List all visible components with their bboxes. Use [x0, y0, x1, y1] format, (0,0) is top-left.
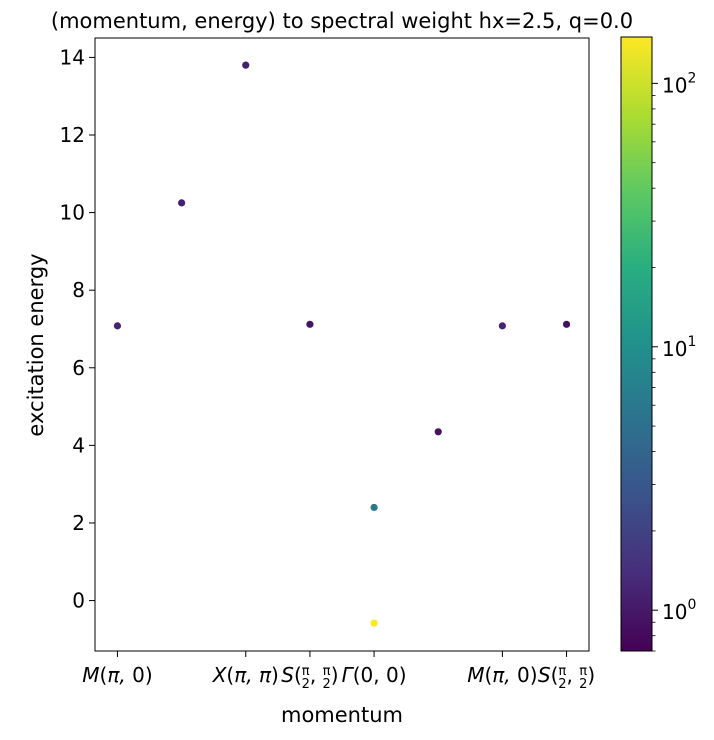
y-tick-label: 0 — [72, 589, 85, 613]
colorbar — [620, 36, 653, 652]
colorbar-tick-label: 101 — [662, 334, 696, 361]
y-tick-label: 8 — [72, 278, 85, 302]
x-tick-label: M(π, 0) — [467, 663, 537, 687]
x-tick-label: S(π 2, π 2) — [281, 663, 338, 692]
y-tick-label: 10 — [60, 201, 85, 225]
scatter-point — [498, 322, 506, 330]
y-tick-label: 14 — [60, 45, 85, 69]
x-tick-label: S(π 2, π 2) — [538, 663, 595, 692]
colorbar-axis: 100 101 102 — [652, 70, 696, 652]
y-tick-label: 12 — [60, 123, 85, 147]
y-axis-label: excitation energy — [24, 253, 48, 436]
y-tick-label: 6 — [72, 356, 85, 380]
chart-title: (momentum, energy) to spectral weight hx… — [51, 9, 633, 33]
y-tick-label: 2 — [72, 511, 85, 535]
scatter-point — [434, 428, 442, 436]
scatter-points — [113, 61, 571, 627]
x-axis: M(π, 0) X(π, π) S(π 2, π 2) Γ(0, 0) M(π, 0) S(π… — [82, 651, 595, 692]
scatter-point — [370, 503, 378, 512]
x-axis-label: momentum — [281, 703, 403, 727]
colorbar-tick-label: 102 — [662, 70, 696, 97]
colorbar-tick-label: 100 — [662, 597, 696, 624]
plot-frame — [94, 37, 590, 652]
scatter-point — [370, 619, 378, 627]
scatter-point — [242, 61, 250, 69]
scatter-point — [178, 199, 186, 207]
x-tick-label: Γ(0, 0) — [342, 663, 407, 687]
x-tick-label: M(π, 0) — [82, 663, 152, 687]
y-tick-label: 4 — [72, 433, 85, 457]
scatter-point — [113, 322, 122, 330]
x-tick-label: X(π, π) — [212, 663, 279, 687]
scatter-point — [562, 320, 571, 328]
y-axis: 0 2 4 6 8 10 12 14 — [60, 45, 95, 613]
scatter-point — [306, 320, 314, 328]
